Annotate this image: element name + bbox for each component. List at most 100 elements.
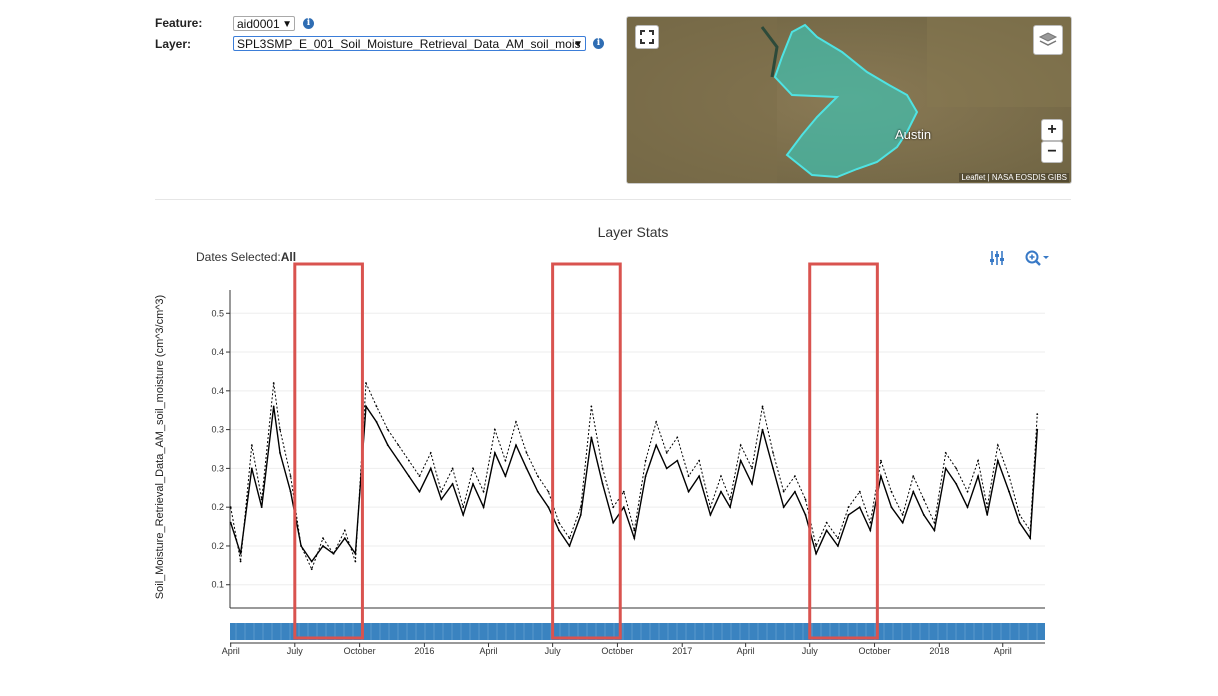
- data-point: [709, 514, 712, 516]
- data-point: [504, 475, 507, 478]
- data-point: [890, 490, 893, 493]
- zoom-in-button[interactable]: +: [1041, 119, 1063, 141]
- data-point: [612, 521, 615, 524]
- y-axis-label: Soil_Moisture_Retrieval_Data_AM_soil_moi…: [154, 295, 166, 599]
- feature-label: Feature:: [155, 16, 203, 30]
- data-point: [493, 428, 496, 431]
- data-point: [825, 529, 828, 532]
- data-point: [429, 451, 432, 454]
- map-attribution[interactable]: Leaflet | NASA EOSDIS GIBS: [959, 173, 1069, 182]
- data-point: [751, 467, 753, 470]
- map-city-label: Austin: [895, 127, 932, 142]
- data-point: [250, 467, 253, 470]
- data-point: [912, 475, 915, 478]
- data-point: [761, 428, 764, 431]
- filter-sliders-button[interactable]: [988, 249, 1006, 272]
- data-point: [601, 467, 604, 470]
- data-point: [922, 498, 925, 501]
- data-point: [622, 490, 625, 493]
- x-tick-label: 2017: [672, 646, 692, 656]
- data-point: [260, 506, 263, 509]
- data-point: [1029, 537, 1032, 540]
- aoi-polygon[interactable]: [773, 23, 919, 179]
- data-point: [633, 537, 636, 540]
- y-tick-label: 0.3: [211, 463, 224, 473]
- map-view[interactable]: Austin + − Leaflet | NASA EOSDIS GIBS: [626, 16, 1072, 184]
- data-point: [229, 506, 232, 509]
- data-point: [279, 428, 281, 431]
- data-point: [354, 560, 357, 563]
- data-point: [397, 459, 400, 462]
- data-point: [229, 521, 232, 524]
- data-point: [955, 483, 958, 485]
- layer-select-value: SPL3SMP_E_001_Soil_Moisture_Retrieval_Da…: [237, 37, 581, 51]
- layer-select[interactable]: SPL3SMP_E_001_Soil_Moisture_Retrieval_Da…: [233, 36, 586, 51]
- dates-selected-value: All: [280, 250, 297, 264]
- data-point: [568, 545, 571, 547]
- data-point: [996, 444, 999, 447]
- data-point: [397, 444, 400, 447]
- data-point: [601, 483, 604, 485]
- data-point: [1008, 490, 1010, 493]
- data-point: [633, 529, 636, 532]
- data-point: [289, 490, 292, 493]
- data-point: [1036, 428, 1039, 431]
- data-point: [239, 560, 242, 563]
- data-point: [558, 529, 560, 532]
- data-point: [966, 506, 969, 509]
- feature-info-icon[interactable]: i: [303, 18, 314, 29]
- highlight-box: [551, 262, 622, 640]
- data-point: [698, 459, 701, 462]
- data-point: [996, 459, 999, 462]
- data-point: [289, 475, 292, 478]
- data-point: [451, 483, 454, 485]
- chart-title: Layer Stats: [597, 224, 669, 240]
- data-point: [1008, 475, 1010, 478]
- feature-select[interactable]: aid0001 ▼: [233, 16, 295, 31]
- data-point: [869, 521, 872, 524]
- data-point: [676, 436, 679, 439]
- x-tick-label: July: [802, 646, 819, 656]
- data-point: [1018, 521, 1021, 524]
- data-point: [665, 451, 668, 454]
- data-point: [272, 382, 275, 384]
- data-point: [837, 537, 839, 540]
- data-point: [933, 529, 936, 532]
- data-point: [955, 467, 958, 470]
- data-point: [858, 490, 861, 493]
- fullscreen-button[interactable]: [635, 25, 659, 49]
- data-point: [462, 506, 465, 509]
- data-point: [429, 467, 432, 470]
- data-point: [343, 529, 346, 532]
- x-tick-label: October: [601, 646, 633, 656]
- layers-button[interactable]: [1033, 25, 1063, 55]
- data-point: [579, 514, 582, 516]
- data-point: [622, 506, 625, 509]
- data-point: [944, 467, 947, 470]
- data-point: [858, 506, 861, 509]
- data-point: [676, 459, 679, 462]
- data-point: [386, 444, 389, 447]
- map-tiles: [627, 17, 1071, 183]
- data-point: [239, 552, 242, 555]
- zoom-menu-button[interactable]: [1024, 249, 1052, 272]
- data-point: [472, 483, 474, 485]
- data-point: [815, 545, 817, 547]
- highlight-box: [808, 262, 879, 640]
- data-point: [729, 506, 732, 509]
- dates-selected: Dates Selected:All: [196, 250, 296, 264]
- zoom-out-button[interactable]: −: [1041, 141, 1063, 163]
- layer-label: Layer:: [155, 37, 192, 51]
- layer-info-icon[interactable]: i: [593, 38, 604, 49]
- data-point: [804, 498, 807, 501]
- data-point: [890, 506, 893, 509]
- fullscreen-icon: [640, 30, 654, 44]
- y-tick-label: 0.2: [211, 541, 224, 551]
- data-point: [644, 459, 647, 462]
- data-point: [847, 514, 850, 516]
- data-point: [525, 467, 528, 470]
- data-point: [493, 451, 496, 454]
- data-point: [879, 459, 882, 462]
- x-tick-label: 2016: [414, 646, 434, 656]
